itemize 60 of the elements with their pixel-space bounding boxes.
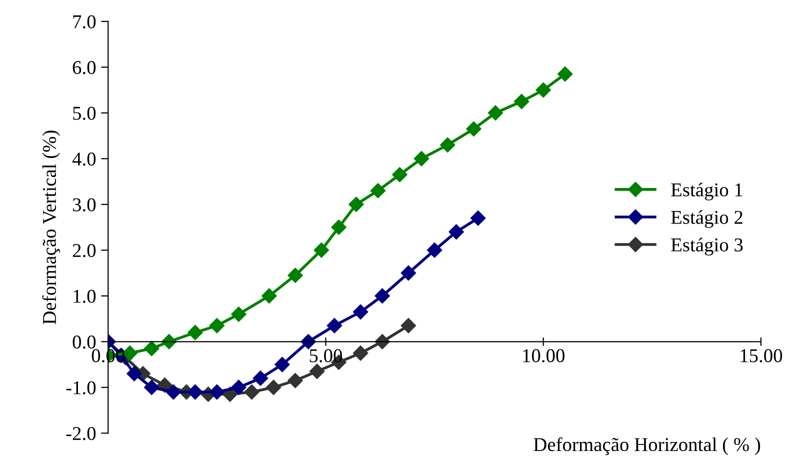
x-axis-title: Deformação Horizontal ( % )	[534, 437, 760, 456]
point	[288, 372, 303, 388]
point	[300, 334, 316, 350]
y-tick-label: 1.0	[74, 290, 96, 303]
point	[144, 380, 160, 395]
point	[426, 242, 442, 258]
y-tick-label: -2.0	[66, 426, 96, 440]
point	[470, 210, 486, 226]
point	[126, 366, 142, 382]
y-tick-label: 2.0	[72, 244, 96, 258]
point	[252, 370, 268, 386]
point	[209, 318, 225, 334]
y-tick-label: -1.0	[66, 381, 96, 394]
point	[514, 94, 530, 110]
point	[352, 346, 368, 361]
point	[558, 66, 573, 82]
point	[288, 268, 303, 283]
point	[536, 82, 551, 98]
point	[161, 334, 177, 350]
point	[440, 137, 456, 153]
y-tick-label: 6.0	[72, 60, 96, 74]
point	[262, 288, 277, 304]
point	[266, 380, 282, 395]
point	[488, 105, 504, 120]
point	[309, 364, 325, 379]
y-tick-label: 4.0	[72, 152, 96, 166]
point	[392, 167, 408, 182]
point	[352, 304, 368, 320]
y-axis-title: Deformação Vertical (%)	[42, 130, 60, 324]
point	[274, 356, 290, 372]
point	[414, 151, 430, 166]
point	[144, 340, 160, 356]
point	[166, 384, 181, 400]
point	[331, 220, 346, 235]
legend-label: Estágio 1	[671, 182, 742, 200]
point	[400, 318, 416, 334]
point	[314, 242, 329, 258]
point	[231, 306, 246, 322]
point	[466, 121, 482, 136]
point	[448, 224, 464, 240]
point	[231, 380, 246, 395]
x-tick-label: 15.00	[740, 349, 782, 362]
point	[370, 183, 386, 198]
point	[326, 318, 342, 334]
y-tick-label: 5.0	[73, 106, 96, 120]
point	[400, 265, 416, 281]
x-tick-label: 5.00	[310, 349, 342, 362]
point	[188, 324, 203, 340]
point	[209, 384, 225, 400]
point	[244, 384, 260, 400]
y-tick-label: 0.0	[72, 335, 96, 349]
point	[374, 334, 390, 350]
legend-label: Estágio 2	[671, 210, 742, 228]
point	[374, 288, 390, 304]
point	[188, 384, 203, 400]
y-tick-label: 7.0	[73, 15, 96, 28]
x-tick-label: 10.00	[523, 349, 564, 362]
point	[348, 196, 364, 212]
y-tick-label: 3.0	[72, 198, 96, 212]
legend-label: Estágio 3	[671, 238, 743, 256]
